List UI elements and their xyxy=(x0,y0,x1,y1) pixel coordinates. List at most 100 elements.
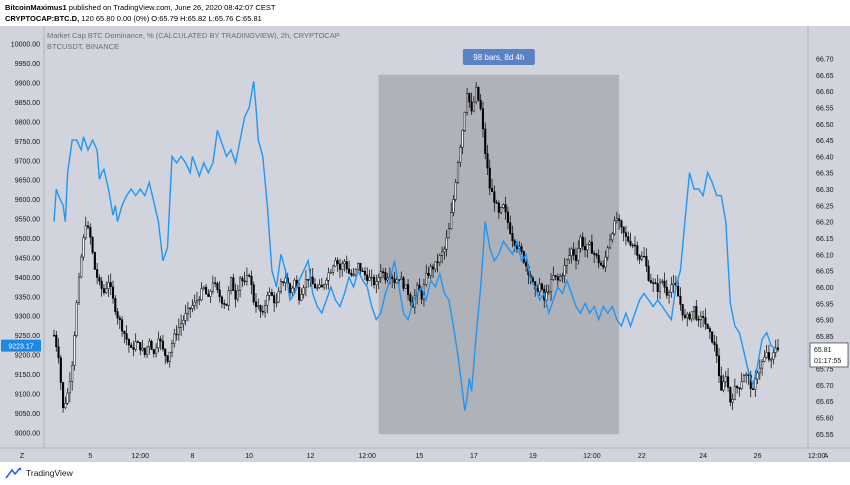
candle-body xyxy=(223,303,226,305)
left-tick-label: 9550.00 xyxy=(15,217,40,224)
candle-body xyxy=(347,268,351,274)
candle-body xyxy=(93,252,96,270)
candle-body xyxy=(584,246,587,251)
candle-body xyxy=(195,300,199,303)
candle-body xyxy=(300,294,303,301)
candle-body xyxy=(157,338,160,349)
time-tick-label: 19 xyxy=(529,453,537,460)
candle-body xyxy=(627,236,630,242)
candle-body xyxy=(329,272,332,274)
dominance-line xyxy=(53,81,777,412)
candle-body xyxy=(565,259,568,266)
candle-body xyxy=(102,288,105,294)
candle-body xyxy=(477,86,480,101)
candle-body xyxy=(459,147,462,163)
candle-body xyxy=(656,283,659,292)
candle-body xyxy=(447,228,450,239)
candle-body xyxy=(763,356,766,362)
candle-body xyxy=(407,284,410,295)
candle-body xyxy=(622,226,625,234)
candle-body xyxy=(681,304,684,316)
candle-body xyxy=(479,99,482,109)
candle-body xyxy=(146,346,149,355)
candle-body xyxy=(633,244,637,247)
candle-body xyxy=(193,301,196,306)
candle-body xyxy=(164,348,167,356)
left-tick-label: 9250.00 xyxy=(15,333,40,340)
candle-body xyxy=(652,282,655,284)
author-name[interactable]: BitcoinMaximus1 xyxy=(5,3,67,12)
candle-body xyxy=(525,262,528,267)
candle-body xyxy=(357,262,360,270)
candle-body xyxy=(661,280,664,283)
ohlc-values: 120 65.80 0.00 (0%) O:65.79 H:65.82 L:65… xyxy=(79,14,262,23)
candle-body xyxy=(504,204,507,213)
chart-area[interactable]: 98 bars, 8d 4h Market Cap BTC Dominance, … xyxy=(0,26,850,462)
candle-body xyxy=(259,305,262,312)
candle-body xyxy=(733,386,736,400)
candle-body xyxy=(136,341,140,343)
btc-legend: BTCUSDT, BINANCE xyxy=(47,42,119,51)
candle-body xyxy=(568,255,571,261)
candle-body xyxy=(736,386,739,389)
candle-body xyxy=(216,283,219,291)
time-tick-label: 24 xyxy=(699,453,707,460)
candle-body xyxy=(443,248,446,253)
dominance-legend: Market Cap BTC Dominance, % (CALCULATED … xyxy=(47,31,340,40)
timezone-icon: Z xyxy=(20,453,25,460)
candle-body xyxy=(288,283,292,293)
candle-body xyxy=(252,284,255,303)
candle-body xyxy=(761,361,764,369)
candle-body xyxy=(554,275,557,278)
candle-body xyxy=(293,279,296,289)
candle-body xyxy=(148,340,151,348)
candle-body xyxy=(220,296,223,304)
candle-body xyxy=(754,378,757,390)
candle-body xyxy=(488,167,491,189)
candle-body xyxy=(386,277,389,281)
candle-body xyxy=(475,86,478,103)
tradingview-brand[interactable]: TradingView xyxy=(5,467,73,479)
candle-body xyxy=(352,274,355,276)
candle-body xyxy=(572,248,575,256)
candle-body xyxy=(552,275,555,280)
candle-body xyxy=(98,277,101,282)
candle-body xyxy=(68,381,71,394)
price-chart[interactable]: 98 bars, 8d 4h Market Cap BTC Dominance, … xyxy=(0,26,850,462)
symbol-line: CRYPTOCAP:BTC.D, 120 65.80 0.00 (0%) O:6… xyxy=(5,14,262,23)
candle-body xyxy=(649,280,652,283)
candle-body xyxy=(713,341,716,345)
candle-body xyxy=(55,334,58,348)
right-tick-label: 65.55 xyxy=(816,432,834,439)
candle-body xyxy=(257,305,260,307)
left-tick-label: 9500.00 xyxy=(15,236,40,243)
candle-body xyxy=(254,301,258,307)
candle-body xyxy=(511,233,514,242)
candle-body xyxy=(677,285,680,297)
candle-body xyxy=(75,302,78,336)
right-tick-label: 66.10 xyxy=(816,252,834,259)
candle-body xyxy=(173,333,176,344)
candle-body xyxy=(577,248,580,261)
candle-body xyxy=(756,372,759,380)
candle-body xyxy=(116,311,119,319)
candle-body xyxy=(697,318,700,321)
time-tick-label: 12 xyxy=(307,453,315,460)
candle-body xyxy=(332,265,335,273)
candle-body xyxy=(481,108,485,130)
candle-body xyxy=(692,306,696,313)
candle-body xyxy=(686,313,689,318)
candle-body xyxy=(588,241,591,245)
candle-body xyxy=(672,282,675,286)
time-tick-label: 10 xyxy=(245,453,253,460)
candle-body xyxy=(125,333,128,340)
candle-body xyxy=(304,279,307,289)
candle-body xyxy=(379,271,382,278)
candle-body xyxy=(502,204,505,208)
candle-body xyxy=(640,255,643,260)
candle-body xyxy=(581,236,584,247)
right-tick-label: 66.40 xyxy=(816,154,834,161)
candle-body xyxy=(704,317,707,325)
candle-body xyxy=(264,305,267,313)
candle-body xyxy=(618,218,621,221)
